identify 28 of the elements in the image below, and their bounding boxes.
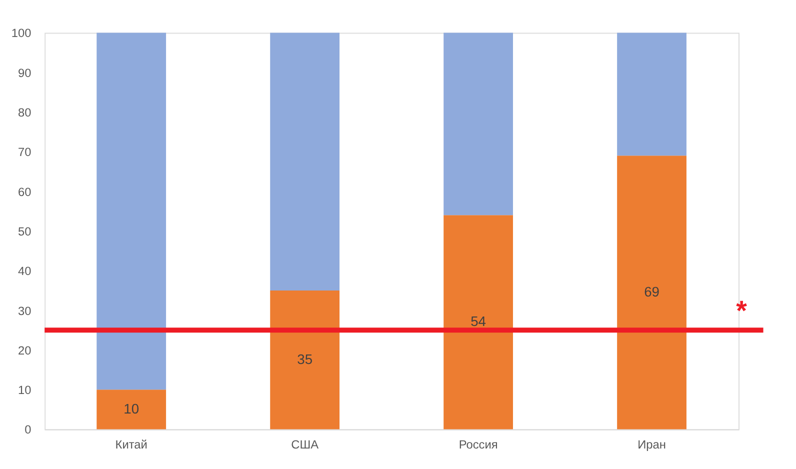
bar <box>444 215 513 430</box>
y-tick-label: 20 <box>18 343 32 358</box>
y-tick-label: 10 <box>18 383 32 398</box>
x-tick-label: Россия <box>458 438 498 452</box>
data-label: 69 <box>644 283 660 300</box>
y-tick-label: 70 <box>18 145 32 160</box>
x-tick-label: Иран <box>638 438 666 452</box>
y-tick-label: 50 <box>18 224 32 238</box>
y-tick-label: 40 <box>18 264 32 278</box>
data-label: 10 <box>124 400 140 416</box>
data-label: 54 <box>470 313 486 330</box>
y-tick-label: 0 <box>24 422 32 437</box>
y-tick-label: 100 <box>11 26 32 40</box>
x-tick-label: Китай <box>115 438 148 452</box>
data-label: 35 <box>297 350 313 367</box>
bar <box>444 32 513 216</box>
y-tick-label: 90 <box>18 66 32 80</box>
y-tick-label: 60 <box>18 184 32 199</box>
bar <box>617 32 686 156</box>
bar <box>617 156 686 430</box>
y-tick-label: 30 <box>18 304 32 318</box>
bar <box>96 390 166 430</box>
bar <box>270 290 340 430</box>
bar <box>270 32 340 290</box>
bar <box>96 32 166 390</box>
x-tick-label: США <box>291 438 319 452</box>
y-tick-label: 80 <box>18 106 32 120</box>
ref-line-label: * <box>736 295 748 326</box>
